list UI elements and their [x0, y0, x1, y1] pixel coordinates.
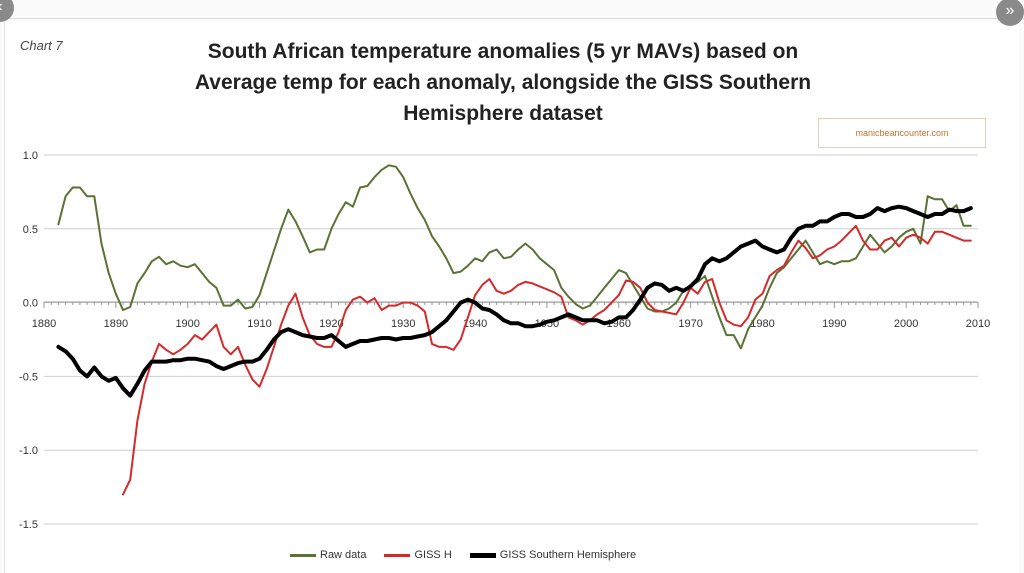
- chevron-left-icon: ‹: [0, 0, 3, 15]
- legend-label: GISS Southern Hemisphere: [499, 549, 637, 561]
- series-line-giss-southern-hemisphere: [56, 204, 973, 398]
- top-divider: [0, 18, 1024, 19]
- chart-title-line: Average temp for each anomaly, alongside…: [194, 71, 812, 94]
- chart-title-line: Hemisphere dataset: [403, 102, 603, 125]
- x-tick-label: 1930: [391, 318, 415, 330]
- x-tick-label: 2010: [966, 318, 990, 330]
- chart-title: South African temperature anomalies (5 y…: [130, 36, 876, 129]
- legend-item-giss-h: GISS H: [384, 549, 452, 561]
- legend-item-giss-sh: GISS Southern Hemisphere: [469, 549, 637, 561]
- x-tick-label: 1970: [678, 318, 702, 330]
- x-tick-label: 1940: [463, 318, 487, 330]
- y-tick-label: 1.0: [23, 150, 38, 162]
- watermark-badge: manicbeancounter.com: [818, 118, 986, 148]
- chart-card: [4, 22, 1019, 573]
- x-tick-label: 1890: [104, 318, 128, 330]
- double-chevron-right-icon: »: [1005, 2, 1015, 19]
- y-tick-label: -1.5: [19, 519, 38, 531]
- legend-swatch-giss-sh: [469, 552, 496, 558]
- chart-title-line: South African temperature anomalies (5 y…: [207, 40, 799, 63]
- series-line-giss-h: [122, 224, 972, 496]
- legend-swatch-giss-h: [384, 553, 411, 557]
- legend-label: Raw data: [320, 549, 367, 561]
- next-button[interactable]: »: [996, 0, 1024, 26]
- y-tick-label: -0.5: [19, 371, 38, 383]
- chart-number: Chart 7: [20, 38, 63, 53]
- x-tick-label: 1980: [750, 318, 774, 330]
- x-tick-label: 2000: [894, 318, 918, 330]
- previous-button[interactable]: ‹: [0, 0, 14, 22]
- legend-item-raw-data: Raw data: [290, 549, 366, 561]
- legend-swatch-raw: [290, 553, 316, 557]
- x-tick-label: 1920: [319, 318, 343, 330]
- x-tick-label: 1880: [32, 318, 56, 330]
- x-tick-label: 1900: [175, 318, 199, 330]
- y-tick-label: -1.0: [19, 445, 38, 457]
- y-tick-label: 0.0: [23, 298, 38, 310]
- y-tick-label: 0.5: [23, 224, 38, 236]
- legend: Raw data GISS H GISS Southern Hemisphere: [290, 545, 654, 565]
- x-tick-label: 1910: [247, 318, 271, 330]
- series-line-raw-data: [57, 164, 972, 350]
- legend-label: GISS H: [414, 549, 452, 561]
- x-tick-label: 1990: [822, 318, 846, 330]
